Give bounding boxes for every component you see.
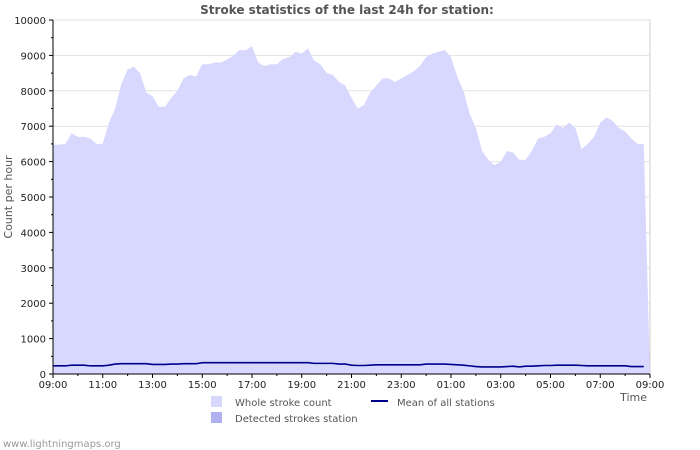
y-tick-label: 6000 [21,158,46,169]
y-tick-label: 2000 [21,299,46,310]
y-tick-label: 4000 [21,228,46,239]
legend-item-whole-stroke-count[interactable]: Whole stroke count [211,396,332,409]
y-tick-label: 0 [40,370,46,381]
chart-title: Stroke statistics of the last 24h for st… [200,3,494,17]
y-tick-label: 3000 [21,264,46,275]
x-axis-title: Time [619,391,647,404]
x-tick-label: 05:00 [536,380,565,391]
x-tick-label: 11:00 [88,380,117,391]
x-tick-label: 09:00 [39,380,68,391]
x-tick-label: 21:00 [337,380,366,391]
legend: Whole stroke count Mean of all stations … [211,396,495,425]
y-axis: 0 1000 2000 3000 4000 5000 6000 7000 8000 9000 100… [14,16,54,381]
x-tick-label: 23:00 [387,380,416,391]
y-tick-label: 8000 [21,87,46,98]
legend-item-detected-strokes-station[interactable]: Detected strokes station [211,412,358,425]
y-tick-label: 9000 [21,51,46,62]
legend-swatch-detected-strokes-station [211,412,222,423]
legend-swatch-whole-stroke-count [211,396,222,407]
y-tick-label: 5000 [21,193,46,204]
x-tick-label: 09:00 [636,380,665,391]
x-tick-label: 17:00 [238,380,267,391]
legend-label-mean-of-all-stations: Mean of all stations [397,398,495,409]
x-tick-label: 15:00 [188,380,217,391]
legend-label-whole-stroke-count: Whole stroke count [235,398,332,409]
x-tick-label: 03:00 [486,380,515,391]
y-tick-label: 1000 [21,335,46,346]
y-tick-label: 10000 [14,16,46,27]
x-axis: 09:00 11:00 13:00 15:00 17:00 19:00 21:00 23:00… [39,373,665,391]
x-tick-label: 13:00 [138,380,167,391]
x-tick-label: 07:00 [586,380,615,391]
legend-label-detected-strokes-station: Detected strokes station [235,414,358,425]
y-axis-title: Count per hour [2,155,15,239]
mean-of-all-stations-line [53,361,644,368]
x-tick-label: 19:00 [287,380,316,391]
series-layer [53,46,650,374]
legend-item-mean-of-all-stations[interactable]: Mean of all stations [371,398,495,409]
y-tick-label: 7000 [21,122,46,133]
x-tick-label: 01:00 [437,380,466,391]
credit-link[interactable]: www.lightningmaps.org [3,439,121,450]
whole-stroke-count-area [53,46,650,374]
